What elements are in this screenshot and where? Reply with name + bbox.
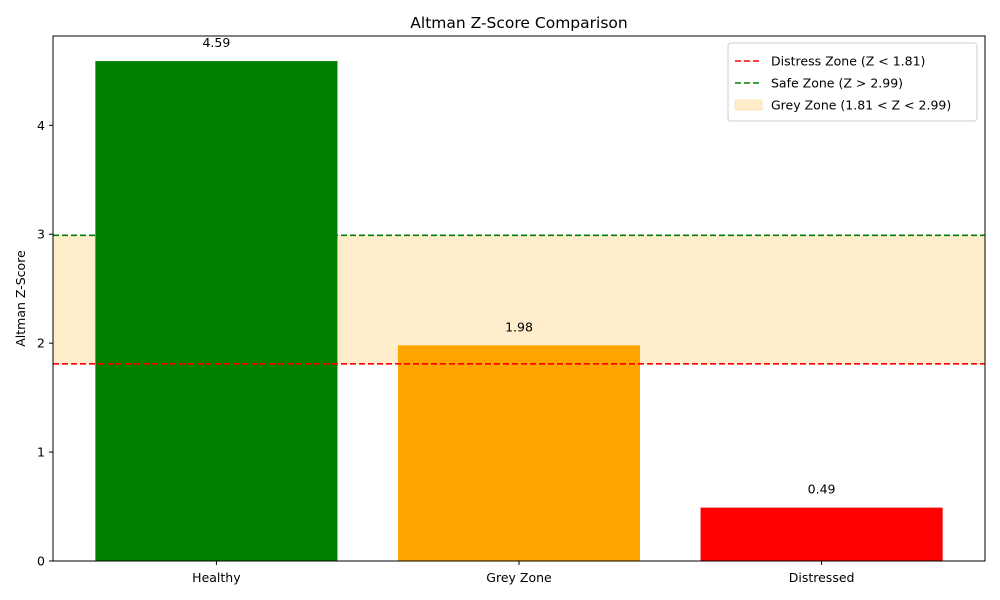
y-tick-label-2: 2 xyxy=(37,336,45,351)
legend-label-0: Distress Zone (Z < 1.81) xyxy=(771,54,925,69)
value-label-0: 4.59 xyxy=(202,35,230,50)
bar-grey-zone xyxy=(397,345,641,561)
legend-box xyxy=(727,42,978,122)
legend-items: Distress Zone (Z < 1.81) Safe Zone (Z > 2… xyxy=(734,54,951,113)
y-tick-label-3: 3 xyxy=(37,227,45,242)
legend: Distress Zone (Z < 1.81) Safe Zone (Z > 2… xyxy=(727,42,978,122)
value-label-1: 1.98 xyxy=(505,319,533,334)
value-label-2: 0.49 xyxy=(808,482,836,497)
x-tick-label-2: Distressed xyxy=(789,570,855,585)
y-axis-ticks: 0 1 2 3 4 xyxy=(37,118,53,569)
legend-label-2: Grey Zone (1.81 < Z < 2.99) xyxy=(771,98,951,113)
y-tick-label-4: 4 xyxy=(37,118,45,133)
y-axis-label: Altman Z-Score xyxy=(13,250,28,347)
legend-label-1: Safe Zone (Z > 2.99) xyxy=(771,76,903,91)
x-tick-label-0: Healthy xyxy=(192,570,241,585)
bar-healthy xyxy=(95,61,338,561)
y-tick-label-0: 0 xyxy=(37,554,45,569)
x-tick-label-1: Grey Zone xyxy=(486,570,552,585)
reference-line-layer xyxy=(53,234,985,365)
value-label-layer: 4.59 1.98 0.49 xyxy=(202,35,835,497)
bar-distressed xyxy=(700,507,943,561)
legend-patch-swatch-2 xyxy=(734,99,763,111)
y-tick-label-1: 1 xyxy=(37,445,45,460)
chart-title: Altman Z-Score Comparison xyxy=(410,14,627,32)
bar-layer xyxy=(95,61,943,561)
x-axis-ticks: Healthy Grey Zone Distressed xyxy=(192,561,854,585)
